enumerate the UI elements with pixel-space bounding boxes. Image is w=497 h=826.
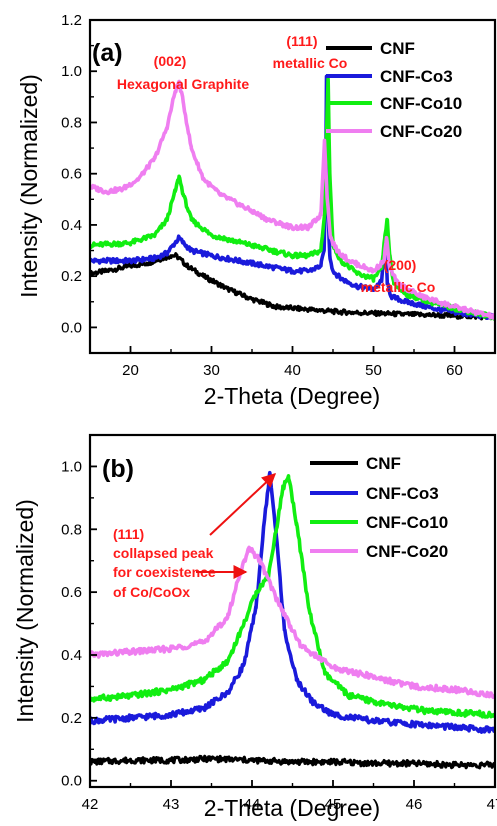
panel-b-legend: CNF CNF-Co3 CNF-Co10 CNF-Co20 (310, 454, 448, 561)
panel-b-series-cnf-co3 (90, 470, 495, 734)
annotation-b-arrow-top (209, 473, 277, 536)
panel-b-series-layer (90, 470, 495, 770)
annotation-b-line-1: (111) (113, 526, 144, 542)
legend-b-co10-label: CNF-Co10 (366, 513, 448, 532)
panel-b-series-cnf-co10 (90, 474, 495, 719)
panel-a-axis-ticks: 20 30 40 50 60 0.0 0.2 0.4 0.6 0.8 1.0 1.2 (61, 12, 463, 379)
annotation-002-index: (002) (154, 53, 187, 69)
legend-a-co10: CNF-Co10 (326, 94, 462, 113)
panel-a-label: (a) (92, 39, 123, 67)
panel-a: 20 30 40 50 60 0.0 0.2 0.4 0.6 0.8 1.0 1.2 (a) (002… (16, 12, 497, 409)
legend-a-cnf: CNF (326, 39, 415, 58)
annotation-200-label: metallic Co (361, 279, 436, 295)
panel-b-y-tick-label: 0.8 (61, 521, 82, 538)
annotation-b-line-4: of Co/CoOx (113, 584, 190, 600)
annotation-b-line-3: for coexistence (113, 564, 216, 580)
panel-a-y-tick-label: 1.0 (61, 63, 82, 80)
panel-b-label: (b) (102, 455, 134, 483)
annotation-002-label: Hexagonal Graphite (117, 76, 249, 92)
panel-b-y-tick-label: 0.2 (61, 710, 82, 727)
legend-b-co3-label: CNF-Co3 (366, 484, 439, 503)
annotation-b-line-2: collapsed peak (113, 545, 214, 561)
panel-b-y-tick-label: 0.4 (61, 647, 82, 664)
panel-a-x-axis-title: 2-Theta (Degree) (204, 383, 380, 409)
legend-b-co20-label: CNF-Co20 (366, 542, 448, 561)
panel-a-y-tick-label: 0.2 (61, 268, 82, 285)
panel-b: 42 43 44 45 46 47 0.0 0.2 0.4 0.6 0.8 1.0 (b) (111)… (12, 433, 497, 821)
panel-a-y-tick-label: 1.2 (61, 12, 82, 29)
annotation-111-index: (111) (286, 33, 317, 49)
panel-a-y-tick-label: 0.6 (61, 166, 82, 183)
panel-a-x-tick-label: 50 (365, 362, 382, 379)
panel-a-series-cnf-co10 (90, 77, 495, 321)
panel-b-x-tick-label: 47 (487, 796, 497, 813)
legend-b-cnf: CNF (310, 454, 401, 473)
legend-a-co10-label: CNF-Co10 (380, 94, 462, 113)
panel-b-x-tick-label: 45 (325, 796, 342, 813)
legend-a-co20-label: CNF-Co20 (380, 122, 462, 141)
legend-a-cnf-label: CNF (380, 39, 415, 58)
panel-b-x-axis-title: 2-Theta (Degree) (204, 795, 380, 821)
panel-b-x-tick-label: 46 (406, 796, 423, 813)
panel-a-x-tick-label: 30 (203, 362, 220, 379)
legend-b-co3: CNF-Co3 (310, 484, 439, 503)
panel-a-y-tick-label: 0.0 (61, 319, 82, 336)
panel-a-y-axis-title: Intensity (Normalized) (16, 74, 42, 298)
panel-a-x-tick-label: 20 (122, 362, 139, 379)
panel-a-series-layer (90, 74, 495, 321)
legend-b-co10: CNF-Co10 (310, 513, 448, 532)
annotation-111-label: metallic Co (273, 55, 348, 71)
panel-b-y-tick-label: 0.6 (61, 584, 82, 601)
panel-b-x-tick-label: 44 (244, 796, 261, 813)
panel-a-legend: CNF CNF-Co3 CNF-Co10 CNF-Co20 (326, 39, 462, 141)
panel-b-y-tick-label: 0.0 (61, 773, 82, 790)
panel-a-y-tick-label: 0.8 (61, 114, 82, 131)
panel-b-series-cnf-co20 (90, 545, 495, 700)
legend-a-co3-label: CNF-Co3 (380, 67, 453, 86)
annotation-200-index: (200) (384, 257, 417, 273)
panel-a-series-cnf-co20 (90, 79, 495, 320)
legend-b-co20: CNF-Co20 (310, 542, 448, 561)
panel-b-y-tick-label: 1.0 (61, 458, 82, 475)
panel-a-x-tick-label: 60 (446, 362, 463, 379)
panel-a-series-cnf-co3 (90, 74, 495, 321)
panel-a-y-tick-label: 0.4 (61, 217, 82, 234)
panel-b-y-axis-title: Intensity (Normalized) (12, 499, 38, 723)
legend-a-co20: CNF-Co20 (326, 122, 462, 141)
panel-b-axis-ticks: 42 43 44 45 46 47 0.0 0.2 0.4 0.6 0.8 1.0 (61, 458, 497, 813)
panel-b-x-tick-label: 43 (163, 796, 180, 813)
panel-a-x-tick-label: 40 (284, 362, 301, 379)
panel-b-x-tick-label: 42 (82, 796, 99, 813)
legend-a-co3: CNF-Co3 (326, 67, 453, 86)
panel-a-series-cnf (90, 252, 495, 321)
panel-b-series-cnf (90, 754, 495, 770)
legend-b-cnf-label: CNF (366, 454, 401, 473)
